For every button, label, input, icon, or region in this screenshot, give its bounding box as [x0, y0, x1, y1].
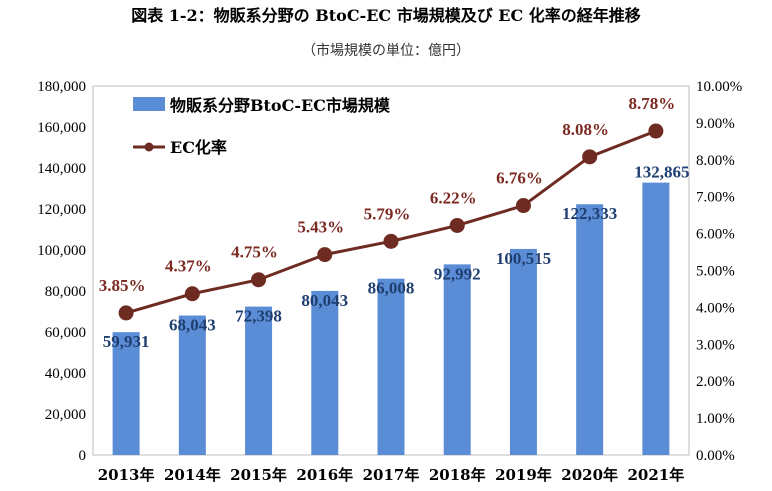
ec-rate-point-6	[515, 198, 531, 214]
rate-value-label-5: 6.22%	[430, 188, 477, 207]
bar-value-label-1: 68,043	[169, 316, 216, 335]
bar-value-label-5: 92,992	[434, 264, 481, 283]
right-tick-label-0: 0.00%	[696, 448, 735, 464]
rate-value-label-7: 8.08%	[562, 120, 609, 139]
x-tick-label-6: 2019年	[495, 466, 552, 484]
legend-bar-label: 物販系分野BtoC-EC市場規模	[170, 96, 391, 115]
bar-value-label-6: 100,515	[496, 249, 551, 268]
bar-1	[178, 315, 206, 455]
right-tick-label-3: 3.00%	[696, 337, 735, 353]
left-tick-label-3: 60,000	[45, 325, 86, 341]
data-labels: 59,931 68,043 72,398 80,043 86,008 92,992 100,…	[99, 94, 690, 351]
ec-rate-point-5	[449, 217, 465, 233]
left-tick-label-8: 160,000	[37, 120, 86, 136]
right-tick-label-4: 4.00%	[696, 300, 735, 316]
x-tick-label-1: 2014年	[164, 466, 221, 484]
legend-bar-swatch	[133, 97, 165, 111]
x-tick-label-7: 2020年	[561, 466, 618, 484]
right-tick-label-2: 2.00%	[696, 374, 735, 390]
x-tick-label-8: 2021年	[628, 466, 685, 484]
bar-value-label-4: 86,008	[368, 279, 415, 298]
bar-value-label-3: 80,043	[301, 291, 348, 310]
legend-line-marker	[144, 142, 154, 152]
chart-title: 図表 1-2：物販系分野の BtoC-EC 市場規模及び EC 化率の経年推移	[131, 6, 641, 25]
bar-3	[311, 290, 339, 455]
rate-value-label-2: 4.75%	[231, 243, 278, 262]
x-tick-label-5: 2018年	[429, 466, 486, 484]
bar-4	[377, 278, 405, 455]
left-tick-label-7: 140,000	[37, 161, 86, 177]
left-tick-label-6: 120,000	[37, 202, 86, 218]
ec-rate-point-4	[383, 233, 399, 249]
rate-value-label-3: 5.43%	[297, 218, 344, 237]
left-tick-label-9: 180,000	[37, 79, 86, 95]
x-tick-label-0: 2013年	[98, 466, 155, 484]
rate-value-label-4: 5.79%	[364, 204, 411, 223]
left-tick-label-4: 80,000	[45, 284, 86, 300]
line-series	[118, 123, 664, 321]
bar-5	[443, 264, 471, 455]
bar-value-label-7: 122,333	[562, 204, 617, 223]
right-tick-label-6: 6.00%	[696, 227, 735, 243]
right-tick-label-8: 8.00%	[696, 153, 735, 169]
bar-value-label-0: 59,931	[103, 332, 150, 351]
legend-line-label: EC化率	[170, 138, 227, 157]
axes: 0 20,000 40,000 60,000 80,000 100,000 120,000 1…	[37, 79, 742, 484]
right-tick-label-5: 5.00%	[696, 264, 735, 280]
ec-rate-point-0	[118, 305, 134, 321]
x-tick-label-3: 2016年	[296, 466, 353, 484]
rate-value-label-0: 3.85%	[99, 276, 146, 295]
bar-series	[112, 182, 670, 455]
left-tick-label-1: 20,000	[45, 407, 86, 423]
ec-rate-point-2	[251, 272, 267, 288]
bar-6	[509, 248, 537, 455]
left-tick-label-2: 40,000	[45, 366, 86, 382]
ec-rate-point-8	[648, 123, 664, 139]
bar-2	[245, 306, 273, 455]
rate-value-label-1: 4.37%	[165, 257, 212, 276]
x-tick-label-4: 2017年	[363, 466, 420, 484]
rate-value-label-8: 8.78%	[629, 94, 676, 113]
left-tick-label-5: 100,000	[37, 243, 86, 259]
ec-rate-point-3	[317, 247, 333, 263]
x-tick-label-2: 2015年	[230, 466, 287, 484]
rate-value-label-6: 6.76%	[496, 169, 543, 188]
right-tick-label-7: 7.00%	[696, 190, 735, 206]
ec-rate-point-1	[184, 286, 200, 302]
chart-subtitle: （市場規模の単位：億円）	[302, 43, 470, 59]
right-tick-label-1: 1.00%	[696, 411, 735, 427]
bar-0	[112, 332, 140, 455]
bar-7	[576, 204, 604, 455]
bar-value-label-2: 72,398	[235, 307, 282, 326]
bar-value-label-8: 132,865	[634, 163, 689, 182]
ec-rate-point-7	[582, 149, 598, 165]
bar-8	[642, 182, 670, 455]
legend: 物販系分野BtoC-EC市場規模 EC化率	[133, 96, 391, 157]
left-tick-label-0: 0	[79, 448, 87, 464]
right-tick-label-10: 10.00%	[696, 79, 742, 95]
right-tick-label-9: 9.00%	[696, 116, 735, 132]
